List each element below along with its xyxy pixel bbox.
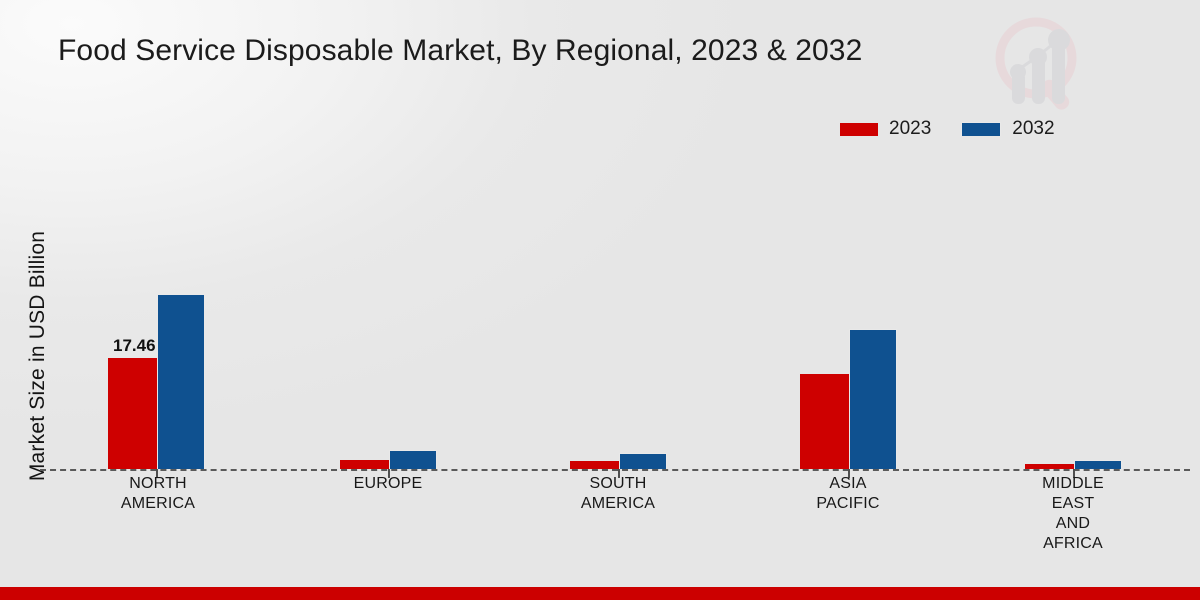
bar-2023-asia-pacific[interactable] <box>800 374 849 469</box>
bar-2032-south-america[interactable] <box>619 453 667 469</box>
axis-tick-north-america <box>156 469 158 478</box>
axis-baseline <box>40 469 1190 471</box>
bar-group-middle-east-and-africa <box>1025 151 1122 478</box>
footer-accent-bar <box>0 587 1200 600</box>
category-label-line: MIDDLE <box>1042 475 1104 492</box>
bar-group-europe <box>340 151 437 478</box>
category-label-north-america: NORTH AMERICA <box>88 474 228 514</box>
category-label-line: PACIFIC <box>816 495 880 512</box>
category-label-line: AND <box>1055 515 1091 532</box>
category-label-line: SOUTH <box>589 475 647 492</box>
bar-2023-north-america[interactable] <box>108 358 157 469</box>
category-label-line: AMERICA <box>580 495 656 512</box>
chart-title: Food Service Disposable Market, By Regio… <box>58 34 863 67</box>
legend-item-2023[interactable]: 2023 <box>840 118 931 140</box>
legend-swatch-2032 <box>961 122 1002 136</box>
bar-2032-asia-pacific[interactable] <box>849 329 897 469</box>
bar-2032-north-america[interactable] <box>157 294 205 469</box>
category-label-line: EAST <box>1051 495 1095 512</box>
bar-group-north-america: 17.46 <box>108 151 205 478</box>
market-research-magnifier-logo-icon <box>988 12 1092 112</box>
plot-area: 17.46 <box>40 150 1190 478</box>
category-label-line: NORTH <box>129 475 187 492</box>
axis-tick-middle-east-and-africa <box>1073 469 1075 478</box>
legend-swatch-2023 <box>840 122 878 136</box>
legend-label-2023: 2023 <box>889 118 932 139</box>
axis-tick-europe <box>388 469 390 478</box>
bar-2023-south-america[interactable] <box>570 461 619 469</box>
category-label-line: EUROPE <box>353 475 423 492</box>
category-label-asia-pacific: ASIA PACIFIC <box>778 474 918 514</box>
axis-tick-asia-pacific <box>848 469 850 478</box>
category-label-south-america: SOUTH AMERICA <box>548 474 688 514</box>
axis-tick-south-america <box>618 469 620 478</box>
bar-value-north-america-2023: 17.46 <box>113 336 156 355</box>
bar-2023-middle-east-and-africa[interactable] <box>1025 464 1074 469</box>
chart-legend: 2023 2032 <box>840 118 1055 140</box>
bar-2023-europe[interactable] <box>340 460 389 469</box>
category-label-line: AMERICA <box>120 495 196 512</box>
category-label-line: AFRICA <box>1043 535 1103 552</box>
bar-2032-middle-east-and-africa[interactable] <box>1074 460 1122 469</box>
legend-label-2032: 2032 <box>1012 118 1055 139</box>
category-label-line: ASIA <box>829 475 867 492</box>
bar-group-south-america <box>570 151 667 478</box>
bar-2032-europe[interactable] <box>389 450 437 469</box>
bar-group-asia-pacific <box>800 151 897 478</box>
category-label-europe: EUROPE <box>318 474 458 494</box>
legend-item-2032[interactable]: 2032 <box>961 118 1055 140</box>
category-label-middle-east-and-africa: MIDDLE EAST AND AFRICA <box>1003 474 1143 554</box>
